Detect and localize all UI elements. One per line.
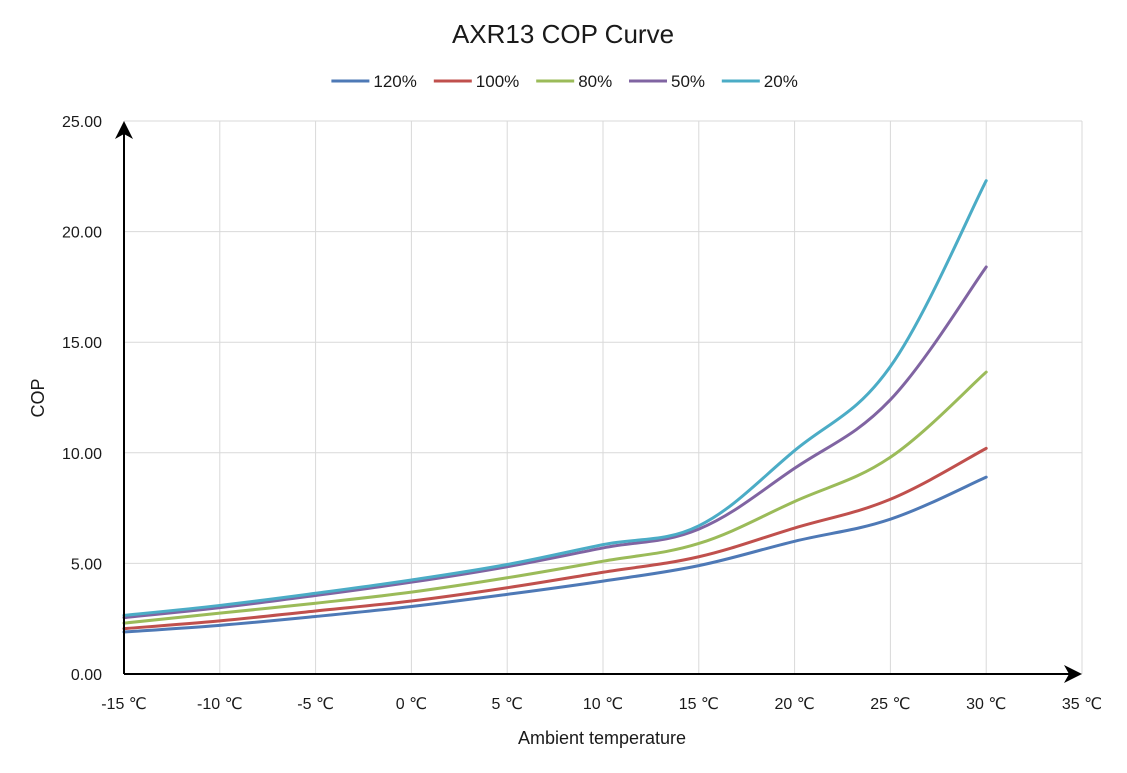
legend-label: 20% bbox=[764, 72, 798, 91]
x-axis-title: Ambient temperature bbox=[518, 728, 686, 748]
legend-label: 100% bbox=[476, 72, 519, 91]
x-axis-arrow-icon bbox=[1064, 665, 1082, 683]
x-tick-label: 35 ℃ bbox=[1062, 696, 1102, 713]
x-tick-label: 30 ℃ bbox=[966, 696, 1006, 713]
legend-item-50-pct: 50% bbox=[629, 72, 705, 91]
legend-item-120-pct: 120% bbox=[331, 72, 417, 91]
axes bbox=[115, 121, 1082, 683]
x-tick-label: 5 ℃ bbox=[492, 696, 523, 713]
chart-title: AXR13 COP Curve bbox=[452, 19, 674, 49]
x-tick-label: 15 ℃ bbox=[679, 696, 719, 713]
y-tick-label: 20.00 bbox=[62, 225, 102, 242]
y-axis-arrow-icon bbox=[115, 121, 133, 139]
series-line-80-pct bbox=[122, 370, 988, 625]
x-tick-label: 25 ℃ bbox=[870, 696, 910, 713]
legend-label: 50% bbox=[671, 72, 705, 91]
series-line-20-pct bbox=[122, 179, 988, 617]
y-tick-label: 5.00 bbox=[71, 556, 102, 573]
tick-labels: 0.00 5.00 10.00 15.00 20.00 25.00 -15 ℃ -10 ℃ -5… bbox=[62, 114, 1102, 713]
y-axis-title: COP bbox=[28, 378, 48, 417]
legend-item-20-pct: 20% bbox=[721, 72, 798, 91]
legend-item-80-pct: 80% bbox=[536, 72, 612, 91]
legend-label: 80% bbox=[578, 72, 612, 91]
y-tick-label: 10.00 bbox=[62, 446, 102, 463]
x-tick-label: 20 ℃ bbox=[774, 696, 814, 713]
legend-label: 120% bbox=[373, 72, 416, 91]
series-line-50-pct bbox=[122, 265, 988, 620]
x-tick-label: 0 ℃ bbox=[396, 696, 427, 713]
legend: 120% 100% 80% 50% 20% bbox=[331, 72, 798, 91]
x-tick-label: -15 ℃ bbox=[101, 696, 147, 713]
x-tick-label: 10 ℃ bbox=[583, 696, 623, 713]
y-tick-label: 0.00 bbox=[71, 667, 102, 684]
legend-item-100-pct: 100% bbox=[433, 72, 519, 91]
series-group bbox=[122, 179, 988, 634]
series-line-100-pct bbox=[122, 446, 988, 631]
grid-lines bbox=[123, 120, 1083, 675]
y-tick-label: 15.00 bbox=[62, 335, 102, 352]
y-tick-label: 25.00 bbox=[62, 114, 102, 131]
x-tick-label: -10 ℃ bbox=[197, 696, 243, 713]
x-tick-label: -5 ℃ bbox=[297, 696, 334, 713]
series-line-120-pct bbox=[122, 475, 988, 634]
